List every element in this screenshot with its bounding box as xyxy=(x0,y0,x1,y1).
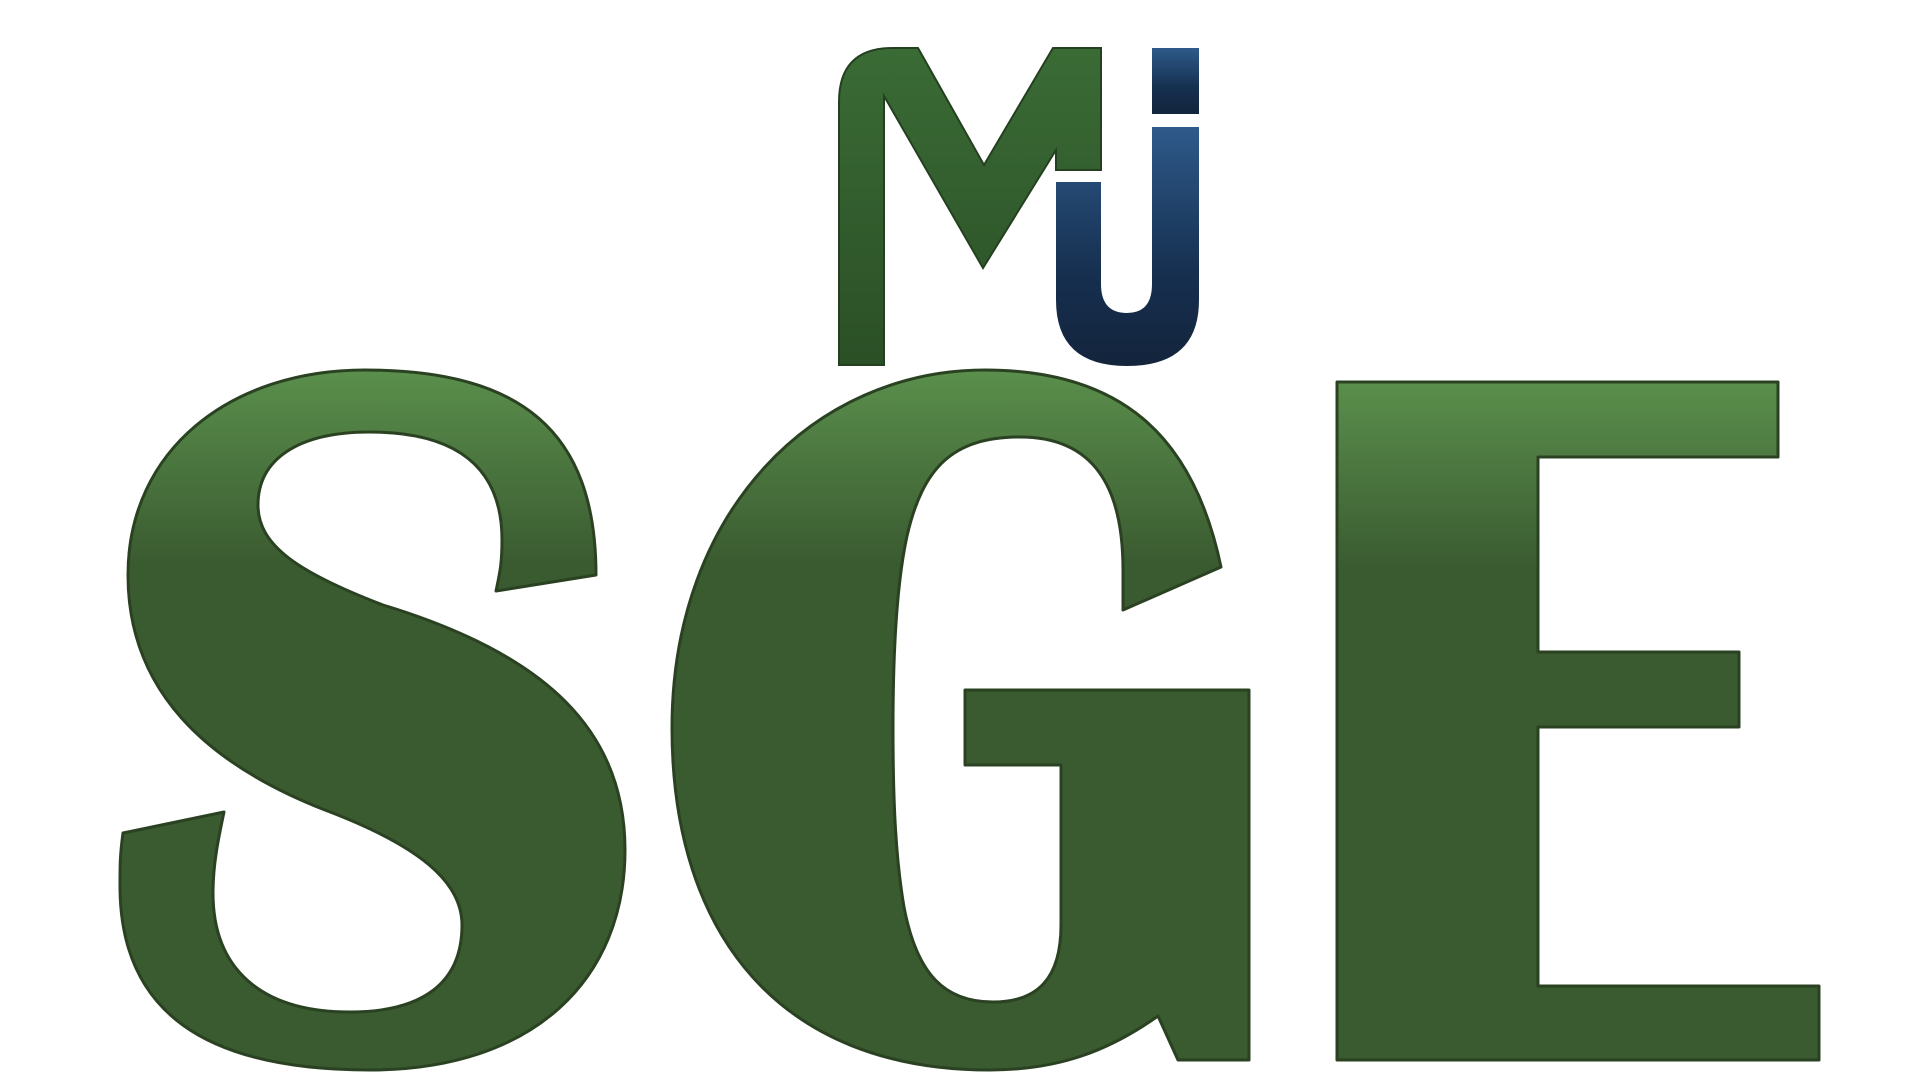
wordmark-sge xyxy=(118,368,1821,1072)
monogram-letter-j xyxy=(1056,127,1199,366)
monogram-mj xyxy=(838,47,1199,366)
wordmark-letter-s xyxy=(118,368,627,1072)
monogram-letter-m xyxy=(838,47,1102,366)
wordmark-letter-e xyxy=(1335,380,1821,1062)
wordmark-letter-g xyxy=(670,368,1251,1072)
monogram-letter-j-cap xyxy=(1152,48,1199,114)
